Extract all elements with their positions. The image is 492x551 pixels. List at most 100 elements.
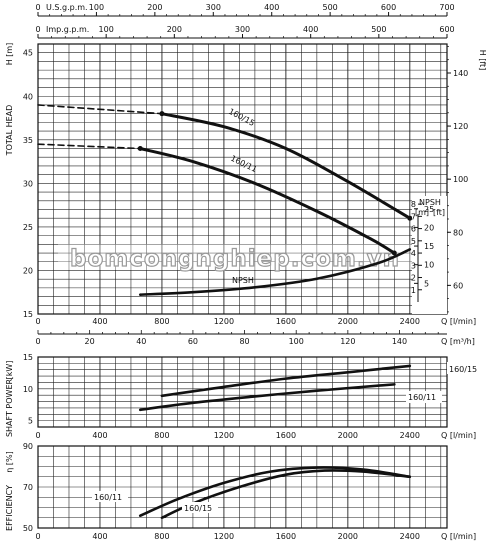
head-curve-end-point [391, 250, 397, 256]
efficiency-x-tick-label: 1600 [276, 532, 296, 541]
head-m3h-tick-label: 80 [239, 337, 249, 346]
head-y-tick-label: 15 [23, 310, 33, 319]
head-y-tick-label: 35 [23, 136, 33, 145]
top-axis-tick-label: 400 [303, 25, 318, 34]
power-frame [37, 356, 448, 428]
watermark-text: bomcongnghiep.com.vn [70, 246, 400, 272]
npsh-curve-label: NPSH [232, 276, 254, 285]
head-m3h-tick-label: 60 [188, 337, 198, 346]
head-m3h-tick-label: 0 [35, 337, 40, 346]
head-m3h-tick-label: 100 [289, 337, 304, 346]
head-x-tick-label: 800 [154, 317, 169, 326]
head-y-tick-label: 45 [23, 49, 33, 58]
npsh-m-tick-label: 3 [411, 261, 416, 270]
npsh-m-tick-label: 5 [411, 237, 416, 246]
head-curve-dashed-160/15 [37, 104, 163, 115]
top-axis-tick-label: 500 [371, 25, 386, 34]
head-y2-label: H [ft] [478, 50, 487, 71]
efficiency-ylabel-unit: η [%] [5, 451, 14, 472]
top-axis-tick-label: 400 [264, 3, 279, 12]
head-curve-start-point [159, 111, 165, 117]
efficiency-series-label: 160/11 [94, 493, 122, 502]
efficiency-series-label: 160/15 [184, 504, 212, 513]
npsh-ft-tick-label: 20 [424, 223, 434, 232]
head-y2-tick-label: 140 [453, 69, 468, 78]
head-x-unit: Q [l/min] [441, 317, 476, 326]
npsh-m-tick-label: 4 [411, 249, 416, 258]
power-ylabel: SHAFT POWER [5, 379, 14, 438]
power-label-bg [447, 362, 485, 374]
npsh-ft-tick-label: 15 [424, 242, 434, 251]
head-m3h-tick-label: 20 [85, 337, 95, 346]
power-x-tick-label: 2400 [400, 431, 420, 440]
power-y-tick-label: 5 [28, 417, 33, 426]
efficiency-x-tick-label: 2400 [400, 532, 420, 541]
head-y2-tick-label: 60 [453, 281, 463, 290]
efficiency-label-bg [182, 502, 218, 513]
npsh-m-tick-label: 2 [411, 274, 416, 283]
power-x-tick-label: 2000 [338, 431, 358, 440]
efficiency-label-bg [92, 491, 128, 502]
head-x-tick-label: 1600 [276, 317, 296, 326]
power-x-unit: Q [l/min] [441, 431, 476, 440]
head-y-tick-label: 20 [23, 266, 33, 275]
head-ylabel: TOTAL HEAD [5, 105, 14, 157]
power-x-tick-label: 400 [92, 431, 107, 440]
top-axis-tick-label: 100 [99, 25, 114, 34]
efficiency-y-tick-label: 50 [23, 524, 33, 533]
head-curve-start-point [137, 146, 143, 152]
head-series-label: 160/11 [229, 154, 258, 174]
head-y-tick-label: 40 [23, 92, 33, 101]
head-x-tick-label: 2400 [400, 317, 420, 326]
top-axis-tick-label: 700 [439, 3, 454, 12]
power-curve-160/11 [138, 383, 396, 412]
power-series-label: 160/15 [449, 365, 477, 374]
npsh-ft-tick-label: 10 [424, 261, 434, 270]
npsh-m-tick-label: 6 [411, 225, 416, 234]
top-axis-tick-label: 600 [439, 25, 454, 34]
head-curve-dashed-160/11 [37, 143, 142, 150]
npsh-ft-tick-label: 25 [424, 205, 434, 214]
npsh-curve [138, 248, 412, 296]
head-y2-tick-label: 80 [453, 228, 463, 237]
npsh-unit-ft: [ft] [433, 208, 445, 217]
efficiency-x-tick-label: 400 [92, 532, 107, 541]
top-axis-tick-label: 200 [147, 3, 162, 12]
npsh-box-title: NPSH [419, 198, 441, 207]
head-x-tick-label: 1200 [214, 317, 234, 326]
power-curve-160/15 [160, 364, 412, 398]
efficiency-curve-160/11 [138, 466, 412, 517]
head-ylabel-unit: H [m] [5, 43, 14, 66]
efficiency-x-tick-label: 2000 [338, 532, 358, 541]
top-axis-tick-label: 200 [167, 25, 182, 34]
efficiency-x-tick-label: 0 [35, 532, 40, 541]
power-x-tick-label: 1600 [276, 431, 296, 440]
top-axis-tick-label: 300 [235, 25, 250, 34]
top-axis-tick-label: 0 [35, 25, 40, 34]
efficiency-x-unit: Q [l/min] [441, 532, 476, 541]
head-x-tick-label: 0 [35, 317, 40, 326]
head-y-tick-label: 30 [23, 179, 33, 188]
efficiency-x-tick-label: 800 [154, 532, 169, 541]
head-series-label: 160/15 [227, 107, 256, 128]
head-curve-160/11 [138, 147, 396, 255]
head-y2-tick-label: 100 [453, 175, 468, 184]
npsh-m-tick-label: 1 [411, 286, 416, 295]
power-label-bg [406, 391, 442, 403]
efficiency-frame [37, 445, 448, 529]
power-ylabel-unit: [kW] [5, 361, 14, 380]
efficiency-x-tick-label: 1200 [214, 532, 234, 541]
power-y-tick-label: 10 [23, 385, 33, 394]
power-x-tick-label: 800 [154, 431, 169, 440]
top-axis-tick-label: 100 [89, 3, 104, 12]
power-y-tick-label: 15 [23, 353, 33, 362]
npsh-unit-m: [m] [415, 208, 429, 217]
head-m3h-tick-label: 140 [392, 337, 407, 346]
efficiency-y-tick-label: 90 [23, 442, 33, 451]
head-y-tick-label: 25 [23, 223, 33, 232]
top-axis-label: U.S.g.p.m. [46, 3, 88, 12]
power-series-label: 160/11 [408, 393, 436, 402]
top-axis-tick-label: 0 [35, 3, 40, 12]
